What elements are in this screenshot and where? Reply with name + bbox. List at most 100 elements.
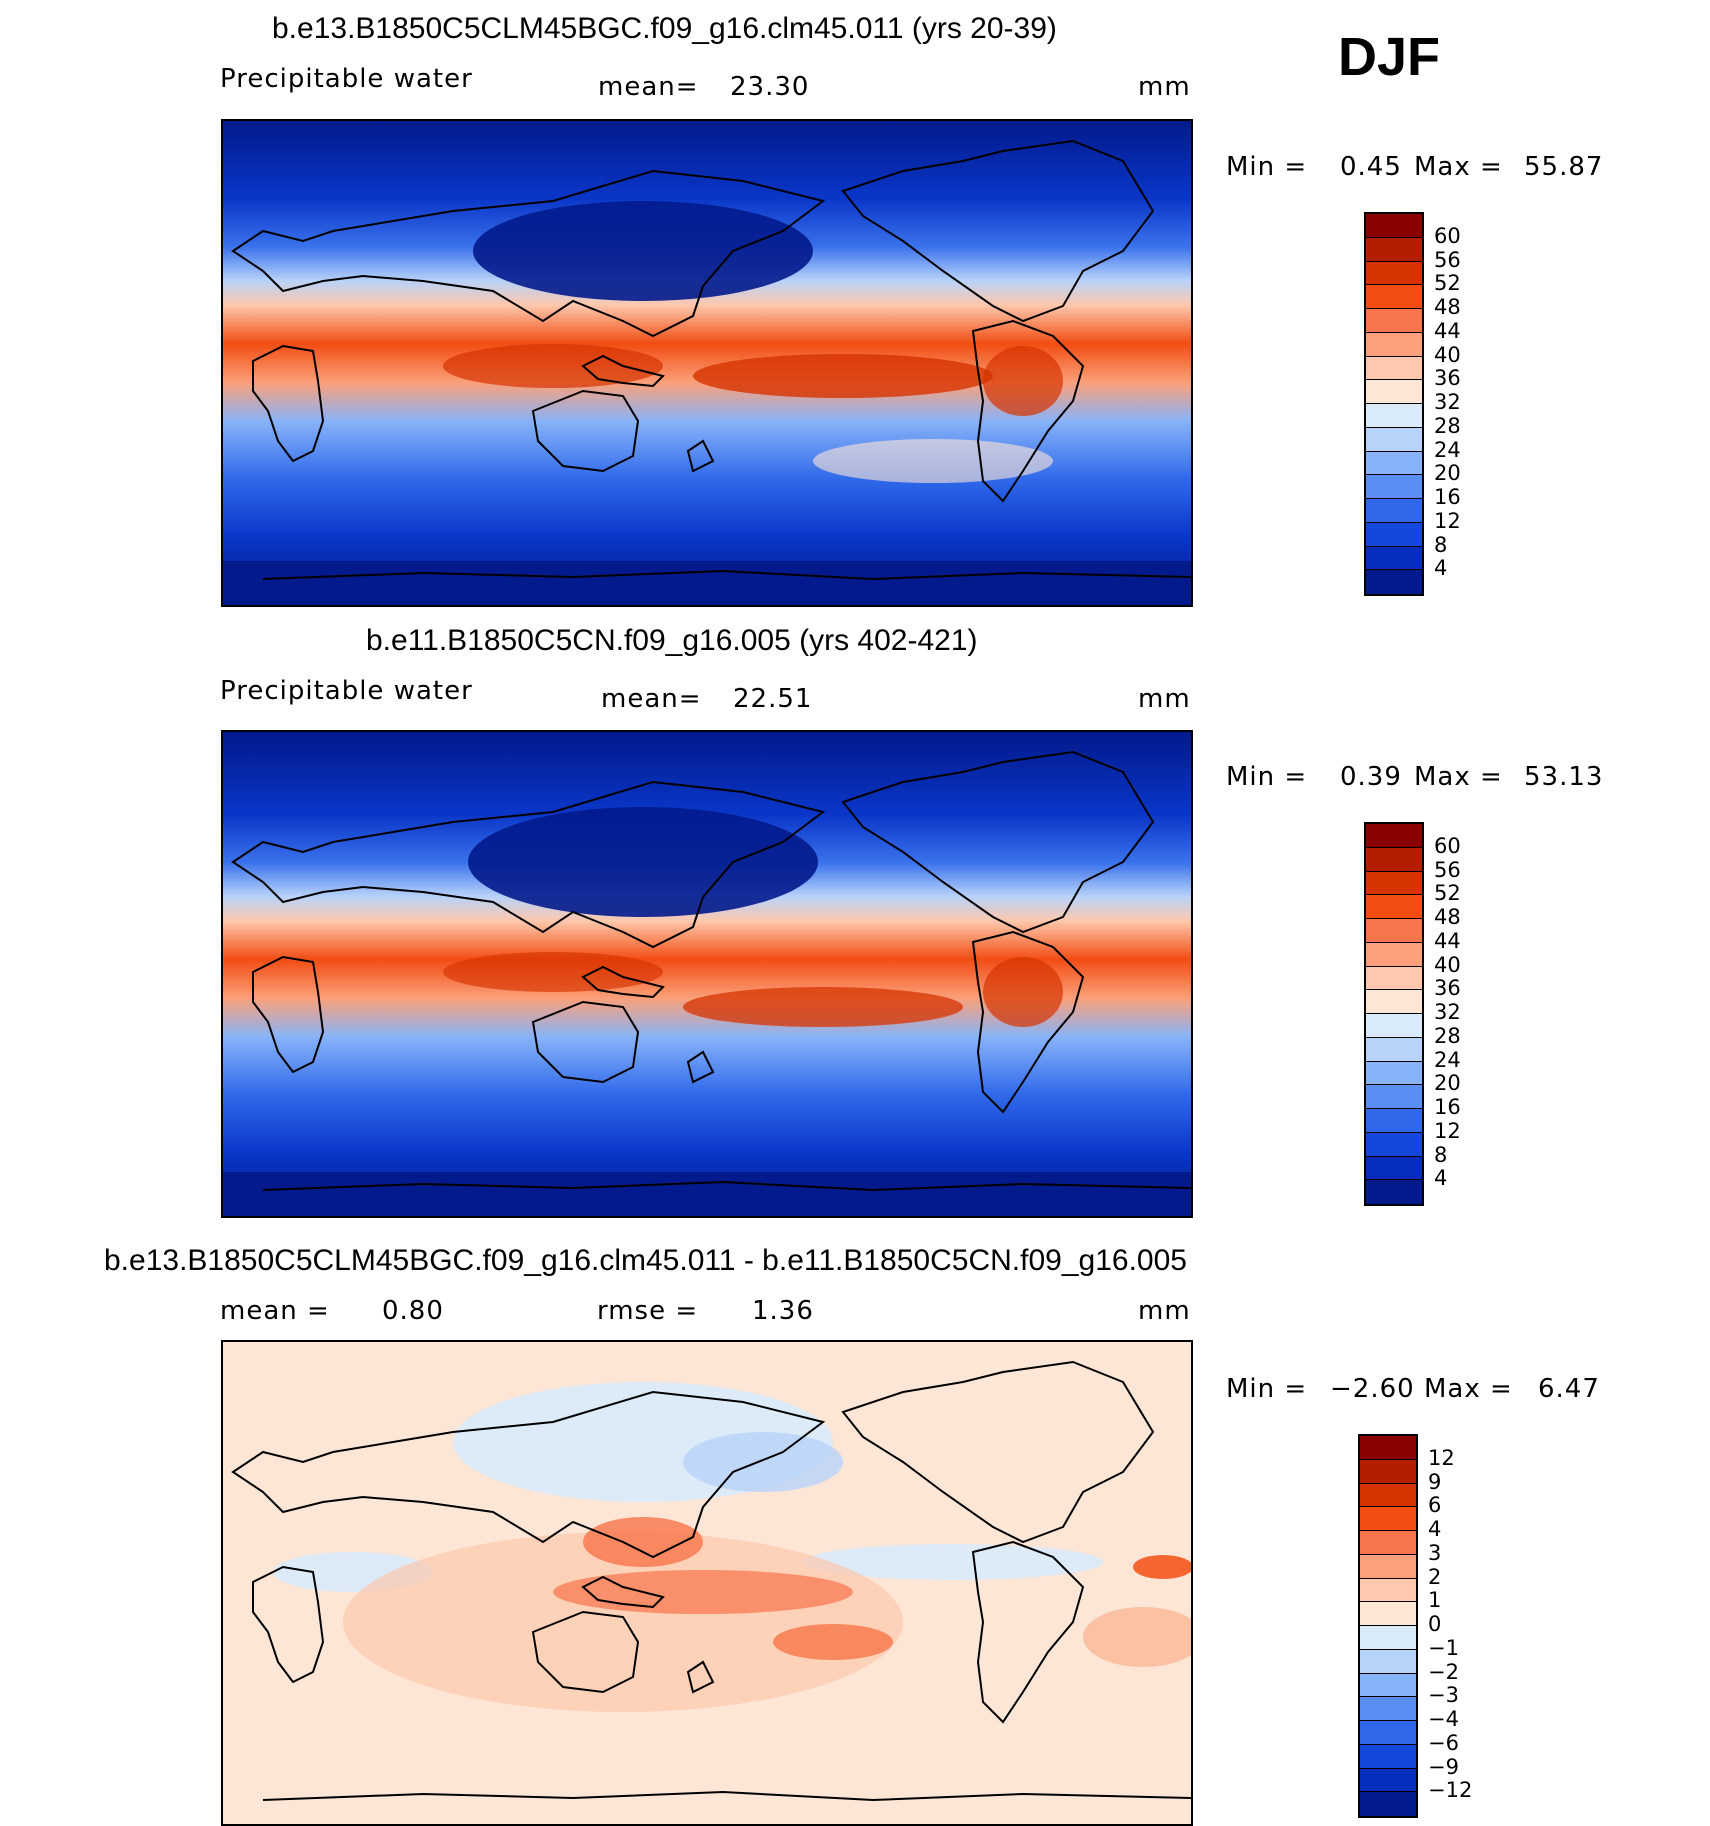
colorbar-tick-label: 2 bbox=[1428, 1564, 1442, 1589]
colorbar-tick-label: 9 bbox=[1428, 1469, 1442, 1494]
colorbar-tick-label: 0 bbox=[1428, 1612, 1442, 1636]
colorbar-tick-label: −9 bbox=[1428, 1754, 1459, 1779]
panel-1-min-label: Min = bbox=[1226, 152, 1308, 182]
colorbar-swatch bbox=[1366, 546, 1422, 571]
colorbar-swatch bbox=[1360, 1507, 1416, 1531]
panel-3-max-label: Max = bbox=[1424, 1374, 1513, 1404]
colorbar-swatch bbox=[1360, 1768, 1416, 1793]
colorbar-tick-label: 24 bbox=[1434, 1047, 1461, 1072]
colorbar-swatch bbox=[1366, 475, 1422, 499]
colorbar-tick-label: 36 bbox=[1434, 976, 1461, 1001]
colorbar-swatch bbox=[1366, 214, 1422, 238]
colorbar-tick-label: 32 bbox=[1434, 390, 1461, 414]
colorbar-swatch bbox=[1366, 356, 1422, 381]
colorbar-swatch bbox=[1360, 1436, 1416, 1460]
panel-3-min-value: −2.60 bbox=[1330, 1374, 1415, 1404]
panel-2-mean-label: mean= bbox=[601, 684, 702, 714]
panel-3-rmse-label: rmse = bbox=[597, 1296, 699, 1326]
panel-1-max-value: 55.87 bbox=[1524, 152, 1604, 182]
colorbar-tick-label: 4 bbox=[1434, 1166, 1448, 1191]
colorbar-tick-label: −4 bbox=[1428, 1707, 1459, 1731]
panel-1-variable: Precipitable water bbox=[220, 64, 473, 94]
colorbar-tick-label: −1 bbox=[1428, 1635, 1459, 1660]
panel-3-rmse-value: 1.36 bbox=[752, 1296, 814, 1326]
colorbar-swatch bbox=[1366, 380, 1422, 404]
colorbar-tick-label: 56 bbox=[1434, 247, 1461, 272]
colorbar-swatch bbox=[1366, 285, 1422, 309]
panel-2-min-label: Min = bbox=[1226, 762, 1308, 792]
colorbar-swatch bbox=[1366, 1085, 1422, 1109]
panel-3-title: b.e13.B1850C5CLM45BGC.f09_g16.clm45.011 … bbox=[104, 1244, 1187, 1277]
colorbar-swatch bbox=[1366, 332, 1422, 357]
colorbar-swatch bbox=[1360, 1744, 1416, 1769]
colorbar-swatch bbox=[1366, 1061, 1422, 1086]
panel-1-mean-value: 23.30 bbox=[730, 72, 810, 102]
colorbar-tick-label: 8 bbox=[1434, 532, 1448, 557]
colorbar-swatch bbox=[1360, 1578, 1416, 1603]
panel-3-mean-label: mean = bbox=[220, 1296, 330, 1326]
colorbar-swatch bbox=[1366, 522, 1422, 547]
colorbar-swatch bbox=[1366, 570, 1422, 594]
panel-2-title: b.e11.B1850C5CN.f09_g16.005 (yrs 402-421… bbox=[366, 624, 978, 657]
colorbar-tick-label: 3 bbox=[1428, 1540, 1442, 1565]
colorbar-tick-label: 8 bbox=[1434, 1142, 1448, 1167]
colorbar-swatch bbox=[1366, 1156, 1422, 1181]
colorbar-swatch bbox=[1366, 451, 1422, 476]
colorbar-tick-label: 28 bbox=[1434, 413, 1461, 438]
colorbar-swatch bbox=[1366, 919, 1422, 943]
colorbar-tick-label: 20 bbox=[1434, 461, 1461, 486]
colorbar-tick-label: 12 bbox=[1434, 508, 1461, 533]
colorbar-swatch bbox=[1366, 847, 1422, 872]
colorbar-swatch bbox=[1366, 427, 1422, 452]
panel-2-map bbox=[221, 730, 1193, 1218]
colorbar-swatch bbox=[1360, 1626, 1416, 1650]
panel-1-field bbox=[223, 121, 1191, 605]
colorbar-swatch bbox=[1366, 871, 1422, 896]
colorbar-swatch bbox=[1366, 824, 1422, 848]
colorbar-tick-label: 44 bbox=[1434, 318, 1461, 343]
colorbar-tick-label: 52 bbox=[1434, 271, 1461, 296]
panel-1-colorbar bbox=[1364, 212, 1424, 596]
panel-3-field bbox=[223, 1342, 1191, 1824]
colorbar-swatch bbox=[1366, 942, 1422, 967]
colorbar-swatch bbox=[1366, 895, 1422, 919]
colorbar-swatch bbox=[1366, 1037, 1422, 1062]
season-label: DJF bbox=[1338, 27, 1441, 87]
colorbar-tick-label: 40 bbox=[1434, 952, 1461, 977]
colorbar-tick-label: 16 bbox=[1434, 1095, 1461, 1119]
colorbar-swatch bbox=[1360, 1483, 1416, 1508]
panel-3-units: mm bbox=[1138, 1296, 1191, 1326]
panel-1-title: b.e13.B1850C5CLM45BGC.f09_g16.clm45.011 … bbox=[272, 12, 1057, 45]
colorbar-tick-label: 56 bbox=[1434, 857, 1461, 882]
colorbar-tick-label: 44 bbox=[1434, 928, 1461, 953]
colorbar-swatch bbox=[1366, 404, 1422, 428]
colorbar-tick-label: 60 bbox=[1434, 223, 1461, 248]
colorbar-swatch bbox=[1360, 1459, 1416, 1484]
colorbar-tick-label: 24 bbox=[1434, 437, 1461, 462]
colorbar-swatch bbox=[1366, 309, 1422, 333]
panel-2-mean-value: 22.51 bbox=[733, 684, 813, 714]
colorbar-tick-label: 28 bbox=[1434, 1023, 1461, 1048]
panel-2-colorbar bbox=[1364, 822, 1424, 1206]
colorbar-tick-label: −3 bbox=[1428, 1683, 1459, 1708]
colorbar-swatch bbox=[1366, 1180, 1422, 1204]
colorbar-swatch bbox=[1360, 1792, 1416, 1816]
colorbar-tick-label: 1 bbox=[1428, 1588, 1442, 1613]
panel-2-variable: Precipitable water bbox=[220, 676, 473, 706]
colorbar-tick-label: 36 bbox=[1434, 366, 1461, 391]
colorbar-tick-label: −12 bbox=[1428, 1778, 1473, 1803]
panel-2-max-label: Max = bbox=[1414, 762, 1503, 792]
colorbar-swatch bbox=[1360, 1602, 1416, 1626]
colorbar-swatch bbox=[1366, 990, 1422, 1014]
colorbar-tick-label: 20 bbox=[1434, 1071, 1461, 1096]
panel-1-mean-label: mean= bbox=[598, 72, 699, 102]
panel-3-mean-value: 0.80 bbox=[382, 1296, 444, 1326]
panel-2-min-value: 0.39 bbox=[1340, 762, 1402, 792]
panel-3-colorbar bbox=[1358, 1434, 1418, 1818]
colorbar-swatch bbox=[1360, 1721, 1416, 1745]
colorbar-tick-label: 16 bbox=[1434, 485, 1461, 509]
colorbar-tick-label: 4 bbox=[1428, 1517, 1442, 1541]
colorbar-swatch bbox=[1360, 1697, 1416, 1721]
panel-3-min-label: Min = bbox=[1226, 1374, 1308, 1404]
colorbar-swatch bbox=[1360, 1531, 1416, 1555]
